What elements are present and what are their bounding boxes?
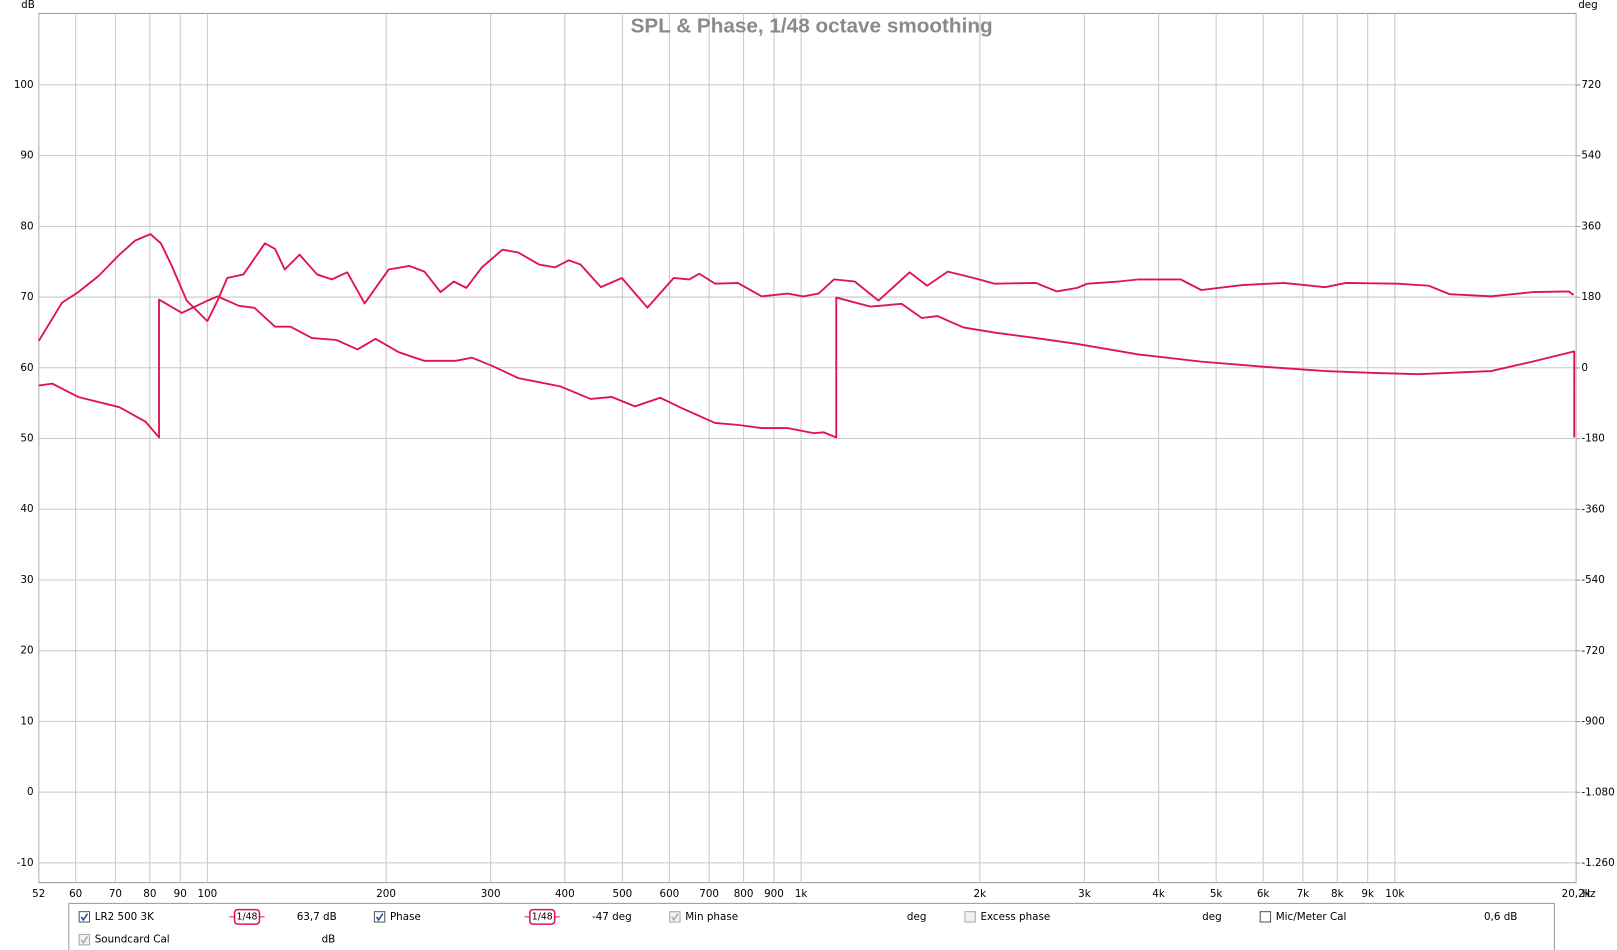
readout: -47 deg [592,911,632,923]
x-tick-label: 8k [1331,888,1344,900]
x-axis-unit: Hz [1582,888,1595,900]
y2-tick-label: 180 [1581,291,1601,303]
checkbox[interactable] [78,911,91,923]
y2-tick-label: -1.260 [1581,857,1614,869]
y-tick-label: 60 [20,362,33,374]
checkbox[interactable] [1259,911,1272,923]
y2-tick-label: -180 [1581,433,1604,445]
series-line [37,233,1575,342]
y-tick-label: 80 [20,220,33,232]
legend: LR2 500 3K 1/48 63,7 dB Phase 1/48 -47 deg Min… [78,908,1517,946]
plot-area [38,12,1577,884]
checkbox-check [80,913,89,922]
x-tick-label: 300 [481,888,501,900]
smoothing-button[interactable] [233,908,261,925]
readout: 63,7 dB [297,911,337,923]
checkbox[interactable] [964,911,976,923]
x-tick-label: 700 [699,888,719,900]
y-tick-label: 100 [14,79,34,91]
x-tick-label: 7k [1297,888,1310,900]
y-tick-label: 10 [20,715,33,727]
x-tick-label: 10k [1385,888,1404,900]
x-tick-label: 60 [69,888,82,900]
grid: 52 60 70 80 90 100 200 300 400 500 600 700 800 900 1k 2… [14,13,1615,900]
x-tick-label: 400 [555,888,575,900]
y2-tick-label: -1.080 [1581,786,1614,798]
checkbox-check [671,913,679,922]
x-tick-label: 3k [1078,888,1091,900]
y2-tick-label: -900 [1581,716,1604,728]
x-tick-label: 80 [143,888,156,900]
smoothing-button[interactable] [529,908,556,925]
x-tick-label: 1k [795,888,808,900]
legend-label: LR2 500 3K [95,911,154,923]
x-tick-label: 5k [1210,888,1223,900]
smoothing-label: 1/48 [532,911,553,922]
x-tick-label: 20,2k [1562,888,1591,900]
legend-label: Min phase [685,911,738,923]
legend-label: Phase [390,911,421,923]
unit-label: deg [1202,911,1222,923]
y2-tick-label: -720 [1581,645,1604,657]
x-tick-label: 500 [613,888,633,900]
checkbox-check [375,913,384,922]
chart-title: SPL & Phase, 1/48 octave smoothing [631,14,993,37]
y2-tick-label: 360 [1581,220,1601,232]
x-tick-label: 6k [1257,888,1270,900]
x-tick-label: 600 [660,888,680,900]
x-tick-label: 800 [734,888,754,900]
y-tick-label: 70 [20,291,33,303]
y2-tick-label: -540 [1581,574,1604,586]
y-tick-label: 40 [20,503,33,515]
unit-label: dB [322,934,336,946]
x-tick-label: 200 [376,888,396,900]
unit-label: deg [907,911,927,923]
legend-label: Excess phase [980,911,1050,923]
curves [37,233,1576,439]
legend-label: Mic/Meter Cal [1276,911,1347,923]
x-tick-label: 4k [1152,888,1165,900]
x-tick-label: 70 [109,888,122,900]
y-tick-label: -10 [17,857,34,869]
x-tick-label: 90 [174,888,187,900]
x-tick-label: 900 [764,888,784,900]
x-tick-label: 52 [32,888,45,900]
series-line [38,295,1576,439]
readout: 0,6 dB [1484,911,1517,923]
y-tick-label: 50 [20,433,33,445]
checkbox-check [80,936,89,945]
y-tick-label: 90 [20,150,33,162]
x-tick-label: 2k [974,888,987,900]
legend-label: Soundcard Cal [95,934,170,946]
y-axis-label: dB [21,0,35,11]
y2-tick-label: 540 [1581,150,1601,162]
checkbox[interactable] [373,911,386,923]
x-tick-label: 9k [1361,888,1374,900]
y2-tick-label: 0 [1581,362,1588,374]
legend-panel [68,902,1555,950]
y-tick-label: 0 [27,786,34,798]
checkbox[interactable] [669,911,681,923]
y-tick-label: 30 [20,574,33,586]
y2-tick-label: -360 [1581,503,1604,515]
smoothing-label: 1/48 [237,911,258,922]
x-tick-label: 100 [198,888,218,900]
y2-axis-label: deg [1578,0,1598,11]
y-tick-label: 20 [20,645,33,657]
checkbox[interactable] [78,933,91,946]
y2-tick-label: 720 [1581,79,1601,91]
